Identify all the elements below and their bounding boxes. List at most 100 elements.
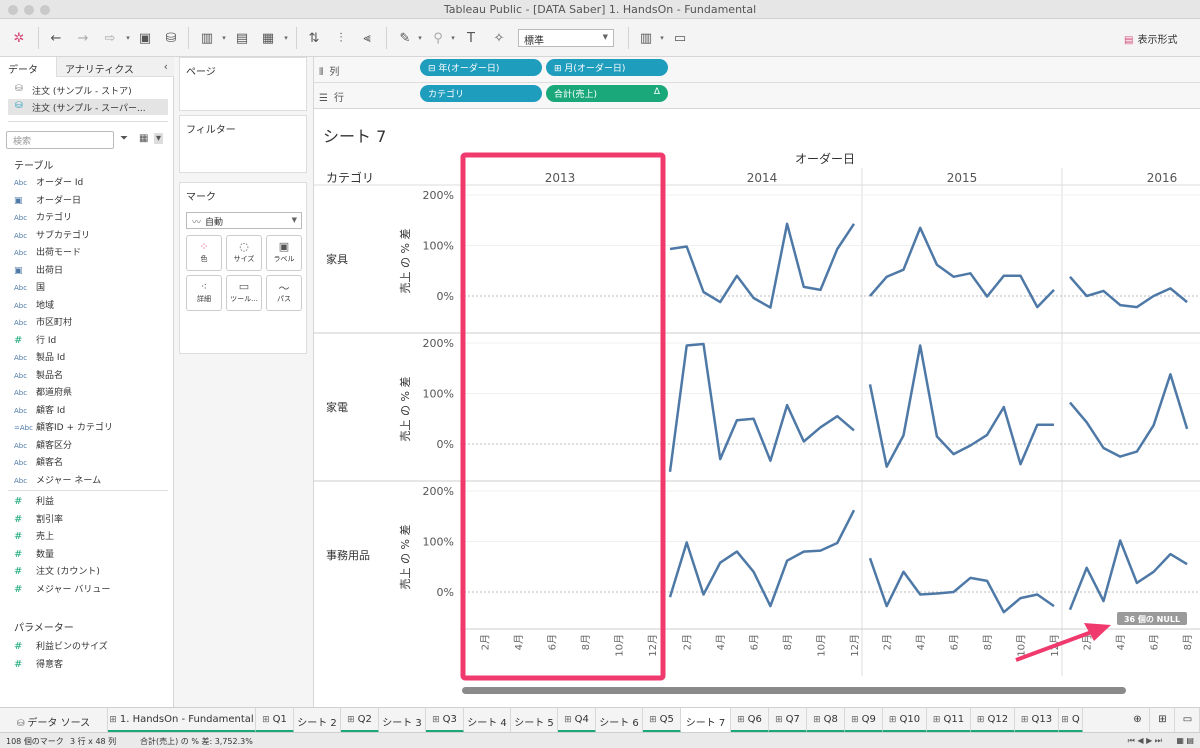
swap-icon[interactable]: ⇅ [308, 30, 320, 46]
sheet-navigation[interactable]: ⏮ ◀ ▶ ⏭ [1127, 736, 1162, 745]
dimension-field[interactable]: Abc 製品 Id [14, 350, 164, 367]
measure-field[interactable]: # 数量 [14, 547, 164, 564]
dimension-field[interactable]: Abc 出荷モード [14, 245, 164, 262]
fit-select[interactable]: 標準 ▼ [518, 29, 614, 47]
null-badge[interactable] [1117, 612, 1187, 625]
series-line-2014[interactable] [668, 342, 855, 472]
new-datasource-icon[interactable]: ⛁ [165, 30, 177, 46]
new-worksheet-icon[interactable]: ▥ [200, 30, 214, 46]
series-line-2016[interactable] [1068, 539, 1188, 611]
tab-sheet[interactable]: シート 3 [379, 708, 426, 733]
tab-dashboard[interactable]: ⊞ Q1 [256, 708, 294, 733]
filters-card[interactable]: フィルター [179, 115, 307, 173]
tab-dashboard[interactable]: ⊞ Q13 [1015, 708, 1059, 733]
tableau-logo-icon[interactable]: ✲ [13, 30, 25, 46]
new-sheet-button[interactable]: ⊕ [1126, 708, 1150, 733]
tab-dashboard[interactable]: ⊞ 1. HandsOn - Fundamental [108, 708, 256, 733]
presentation-icon[interactable]: ▭ [673, 30, 687, 46]
dimension-field[interactable]: Abc 都道府県 [14, 385, 164, 402]
dimension-field[interactable]: Abc カテゴリ [14, 210, 164, 227]
panel-menu-icon[interactable]: ▾ [154, 133, 164, 144]
redo-icon[interactable]: → [77, 30, 89, 46]
path-button[interactable]: 〜パス [266, 275, 302, 311]
color-button[interactable]: ⁘ 色 [186, 235, 222, 271]
tab-dashboard[interactable]: ⊞ Q5 [643, 708, 681, 733]
tab-dashboard[interactable]: ⊞ Q11 [927, 708, 971, 733]
series-line-2016[interactable] [1069, 275, 1188, 309]
datasource-item[interactable]: ⛁ 注文 (サンプル - ストア) [8, 82, 168, 98]
horizontal-scrollbar[interactable] [462, 687, 1126, 694]
tab-sheet[interactable]: シート 4 [464, 708, 511, 733]
rows-shelf[interactable]: ☰ 行 カテゴリ 合計(売上) Δ [314, 83, 1200, 109]
save-icon[interactable]: ▣ [138, 30, 152, 46]
series-line-2015[interactable] [868, 557, 1055, 614]
dimension-field[interactable]: Abc サブカテゴリ [14, 228, 164, 245]
tab-dashboard[interactable]: ⊞ Q2 [341, 708, 379, 733]
year-order-date-pill[interactable]: ⊟ 年(オーダー日) [420, 59, 542, 76]
dimension-field[interactable]: Abc 製品名 [14, 368, 164, 385]
datasource-item-selected[interactable]: ⛁ 注文 (サンプル - スーパー... [8, 99, 168, 115]
tooltip-button[interactable]: ▭ ツール... [226, 275, 262, 311]
mark-type-select[interactable]: 〰自動 ▼ [186, 212, 302, 229]
new-dashboard-button[interactable]: ⊞ [1151, 708, 1175, 733]
highlight-dropdown-icon[interactable]: ▾ [418, 34, 422, 42]
label-icon[interactable]: T [467, 30, 475, 46]
measure-field[interactable]: # メジャー バリュー [14, 582, 164, 599]
tab-dashboard[interactable]: ⊞ Q3 [426, 708, 464, 733]
month-order-date-pill[interactable]: ⊞ 月(オーダー日) [546, 59, 668, 76]
series-line-2015[interactable] [869, 226, 1055, 309]
tab-sheet[interactable]: シート 6 [596, 708, 643, 733]
columns-shelf[interactable]: ⦀ 列 ⊟ 年(オーダー日) ⊞ 月(オーダー日) [314, 57, 1200, 83]
group-dropdown-icon[interactable]: ▾ [451, 34, 455, 42]
dimension-field[interactable]: Abc 国 [14, 280, 164, 297]
tab-dashboard[interactable]: ⊞ Q [1059, 708, 1083, 733]
new-story-button[interactable]: ▭ [1176, 708, 1200, 733]
tab-analytics[interactable]: アナリティクス ‹ [56, 57, 174, 77]
size-button[interactable]: ◌ サイズ [226, 235, 262, 271]
filter-icon[interactable]: ⏷ [120, 133, 128, 144]
show-cards-dropdown-icon[interactable]: ▾ [660, 34, 664, 42]
detail-button[interactable]: ⁖ 詳細 [186, 275, 222, 311]
tab-dashboard[interactable]: ⊞ Q12 [971, 708, 1015, 733]
sum-sales-pill[interactable]: 合計(売上) Δ [546, 85, 668, 102]
tab-dashboard[interactable]: ⊞ Q7 [769, 708, 807, 733]
measure-field[interactable]: # 売上 [14, 529, 164, 546]
undo-icon[interactable]: ← [50, 30, 62, 46]
tab-dashboard[interactable]: ⊞ Q9 [845, 708, 883, 733]
tab-dashboard[interactable]: ⊞ Q6 [731, 708, 769, 733]
replay-dropdown-icon[interactable]: ▾ [126, 34, 130, 42]
sort-ascending-icon[interactable]: ⫶ [339, 30, 343, 46]
new-worksheet-dropdown-icon[interactable]: ▾ [222, 34, 226, 42]
zoom-window-button[interactable] [40, 5, 50, 15]
tab-dashboard[interactable]: ⊞ Q8 [807, 708, 845, 733]
dimension-field[interactable]: Abc 顧客名 [14, 455, 164, 472]
series-line-2015[interactable] [868, 344, 1054, 468]
category-pill[interactable]: カテゴリ [420, 85, 542, 102]
minimize-window-button[interactable] [24, 5, 34, 15]
tab-data[interactable]: データ [0, 57, 56, 77]
highlight-icon[interactable]: ✎ [399, 30, 411, 46]
tab-sheet[interactable]: シート 5 [511, 708, 558, 733]
measure-field[interactable]: # 注文 (カウント) [14, 564, 164, 581]
dimension-field[interactable]: Abc オーダー Id [14, 175, 164, 192]
duplicate-sheet-icon[interactable]: ▤ [235, 30, 249, 46]
dimension-field[interactable]: Abc 地域 [14, 298, 164, 315]
pin-icon[interactable]: ✧ [493, 30, 505, 46]
group-icon[interactable]: ⚲ [433, 30, 443, 46]
tab-active[interactable]: シート 7 [681, 708, 731, 733]
parameter-field[interactable]: # 得意客 [14, 657, 164, 674]
dimension-field[interactable]: =Abc 顧客ID + カテゴリ [14, 420, 164, 437]
series-line-2014[interactable] [668, 509, 856, 608]
series-line-2014[interactable] [669, 222, 856, 309]
tab-sheet[interactable]: シート 2 [294, 708, 341, 733]
replay-icon[interactable]: ⇨ [104, 30, 116, 46]
sort-descending-icon[interactable]: ⫷ [363, 30, 371, 46]
dimension-field[interactable]: Abc 顧客区分 [14, 438, 164, 455]
tab-datasource[interactable]: ⛁ データ ソース [0, 708, 108, 733]
collapse-panel-icon[interactable]: ‹ [163, 60, 168, 73]
dimension-field[interactable]: ▣ 出荷日 [14, 263, 164, 280]
close-window-button[interactable] [8, 5, 18, 15]
tab-dashboard[interactable]: ⊞ Q10 [883, 708, 927, 733]
dimension-field[interactable]: Abc 顧客 Id [14, 403, 164, 420]
show-me-button[interactable]: ▤ 表示形式 [1124, 31, 1177, 46]
